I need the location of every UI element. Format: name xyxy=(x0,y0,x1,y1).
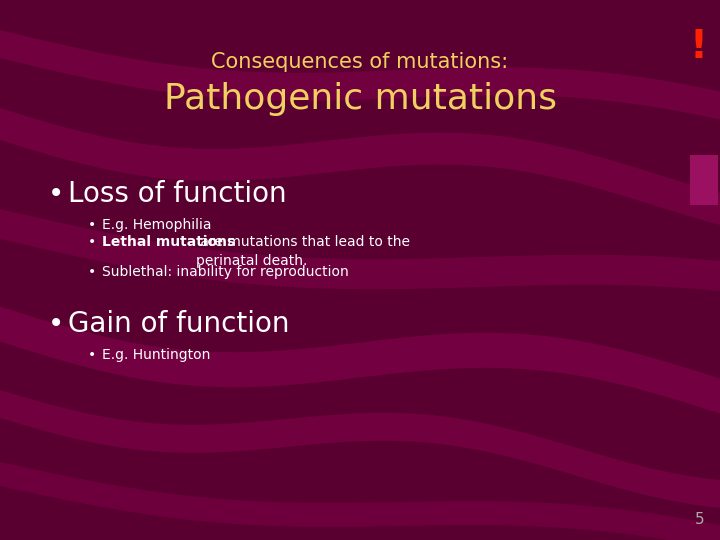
Text: E.g. Hemophilia: E.g. Hemophilia xyxy=(102,218,212,232)
Text: !: ! xyxy=(689,28,707,66)
Text: •: • xyxy=(48,180,64,208)
Text: Pathogenic mutations: Pathogenic mutations xyxy=(163,82,557,116)
Text: •: • xyxy=(88,348,96,362)
Polygon shape xyxy=(0,18,720,143)
Text: Lethal mutations: Lethal mutations xyxy=(102,235,235,249)
Text: are mutations that lead to the
perinatal death.: are mutations that lead to the perinatal… xyxy=(196,235,410,268)
Polygon shape xyxy=(0,93,720,244)
Text: •: • xyxy=(88,235,96,249)
Text: •: • xyxy=(88,218,96,232)
Text: Loss of function: Loss of function xyxy=(68,180,287,208)
Text: •: • xyxy=(48,310,64,338)
Text: Consequences of mutations:: Consequences of mutations: xyxy=(212,52,508,72)
Polygon shape xyxy=(0,376,720,510)
Text: Gain of function: Gain of function xyxy=(68,310,289,338)
Polygon shape xyxy=(0,198,720,305)
Polygon shape xyxy=(0,451,720,540)
Text: 5: 5 xyxy=(696,512,705,527)
Text: Sublethal: inability for reproduction: Sublethal: inability for reproduction xyxy=(102,265,348,279)
Polygon shape xyxy=(0,291,720,443)
Text: •: • xyxy=(88,265,96,279)
FancyBboxPatch shape xyxy=(690,155,718,205)
Text: E.g. Huntington: E.g. Huntington xyxy=(102,348,210,362)
